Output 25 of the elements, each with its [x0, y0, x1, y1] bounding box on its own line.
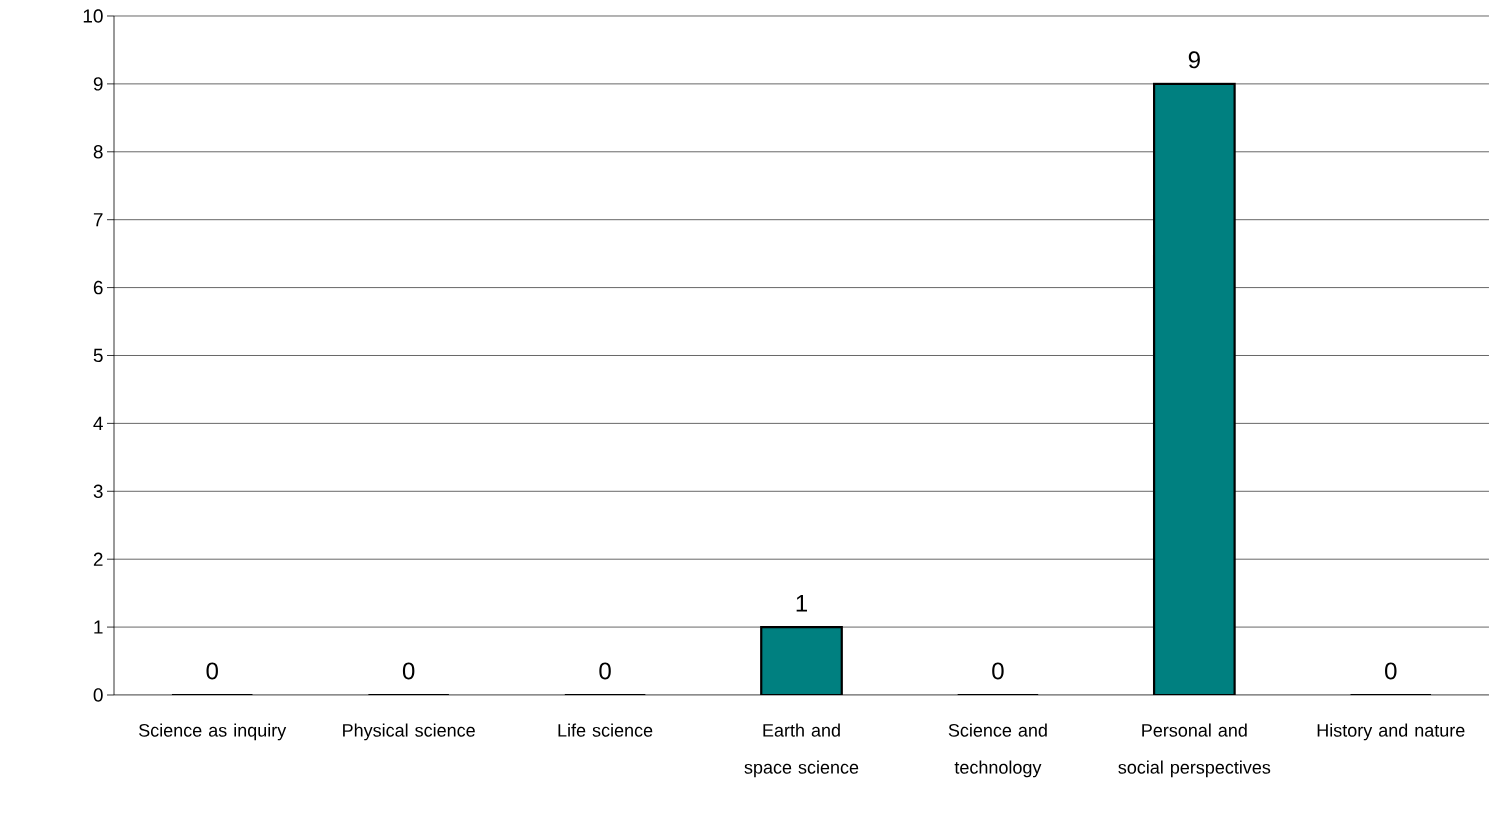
y-tick-label: 5: [93, 348, 103, 363]
y-tick-label: 8: [93, 145, 103, 159]
data-label: 0: [402, 662, 415, 680]
y-tick-label: 10: [83, 9, 103, 23]
data-label: 0: [992, 662, 1004, 680]
y-tick-label: 4: [93, 416, 103, 430]
x-tick-label: Science as inquiry: [139, 723, 287, 741]
y-tick-label: 0: [93, 688, 103, 702]
category-label: Earth and space science: [744, 723, 859, 778]
y-tick-label: 6: [93, 280, 103, 295]
y-tick-label: 9: [93, 77, 103, 91]
data-label: 0: [1385, 662, 1397, 680]
y-tick-label: 7: [93, 213, 103, 227]
data-label: 9: [1188, 51, 1200, 69]
y-tick-label: 3: [93, 484, 103, 499]
category-label: Personal and social perspectives: [1118, 723, 1271, 778]
data-label: 0: [206, 662, 218, 680]
data-label: 0: [599, 662, 611, 680]
category-label: Science and technology: [948, 723, 1047, 778]
x-tick-label: History and nature: [1317, 723, 1465, 741]
y-tick-label: 2: [93, 552, 103, 566]
x-tick-label: Physical science: [343, 723, 475, 741]
x-tick-label: Life science: [558, 723, 653, 737]
data-label: 1: [796, 595, 807, 612]
y-tick-label: 1: [94, 620, 103, 634]
